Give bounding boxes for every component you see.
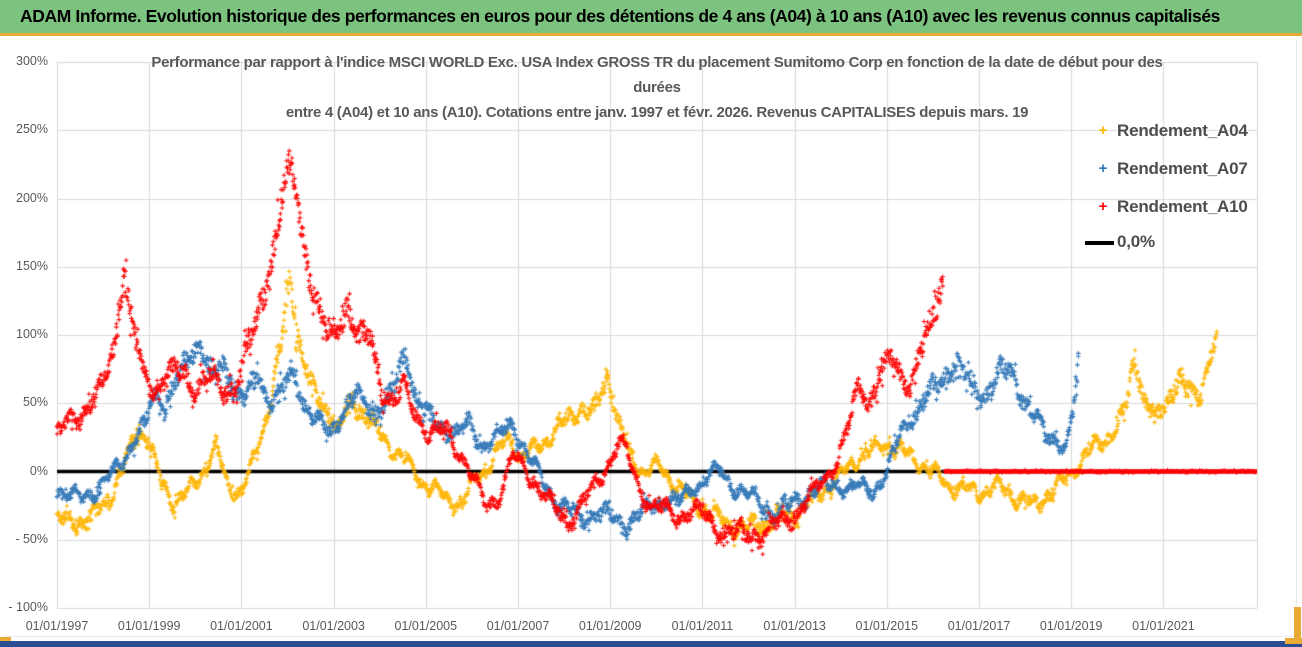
- gold-corner-bottom-right: [1285, 638, 1302, 644]
- y-axis-label: 300%: [16, 54, 48, 68]
- legend-item-a04: + Rendement_A04: [1083, 121, 1298, 143]
- x-axis-label: 01/01/2007: [486, 619, 550, 633]
- y-axis-label: - 50%: [15, 531, 48, 546]
- x-axis-label: 01/01/2011: [671, 619, 734, 633]
- y-axis-label: 100%: [16, 327, 48, 341]
- legend-item-zero-line: 0,0%: [1083, 232, 1298, 254]
- page-title: ADAM Informe. Evolution historique des p…: [20, 6, 1221, 26]
- plus-marker-icon: +: [1098, 160, 1108, 177]
- plus-marker-icon: +: [1098, 198, 1108, 215]
- y-axis-label: - 100%: [8, 600, 48, 614]
- y-axis-label: 250%: [16, 122, 48, 137]
- x-axis-label: 01/01/2017: [947, 619, 1011, 633]
- legend-item-a07: + Rendement_A07: [1083, 159, 1298, 181]
- x-axis-label: 01/01/2005: [394, 619, 458, 633]
- x-axis-label: 01/01/2009: [578, 619, 642, 633]
- header-bar: ADAM Informe. Evolution historique des p…: [0, 0, 1302, 33]
- x-axis-label: 01/01/2001: [210, 619, 273, 633]
- gold-strip-right: [1294, 607, 1301, 644]
- bottom-bar: [0, 641, 1302, 647]
- x-axis-label: 01/01/2015: [855, 619, 919, 633]
- legend-label: Rendement_A07: [1117, 159, 1248, 178]
- x-axis-label: 01/01/2003: [302, 619, 365, 633]
- x-axis-label: 01/01/2019: [1039, 619, 1103, 633]
- chart-title: Performance par rapport à l'indice MSCI …: [57, 50, 1257, 125]
- x-axis-label: 01/01/2013: [763, 619, 826, 633]
- legend-label: Rendement_A04: [1117, 121, 1248, 140]
- x-axis-label: 01/01/1999: [117, 619, 181, 633]
- y-axis-label: 0%: [29, 463, 48, 478]
- plus-marker-icon: +: [1098, 122, 1108, 139]
- x-axis-label: 01/01/1997: [25, 619, 89, 633]
- y-axis-label: 50%: [22, 395, 48, 410]
- x-axis-label: 01/01/2021: [1132, 619, 1195, 633]
- chart-title-line2: durées: [633, 79, 681, 96]
- y-axis-label: 150%: [16, 258, 48, 273]
- legend-item-a10: + Rendement_A10: [1083, 197, 1298, 219]
- legend-label: 0,0%: [1117, 232, 1155, 251]
- y-axis-label: 200%: [16, 190, 48, 205]
- chart-title-line1: Performance par rapport à l'indice MSCI …: [151, 54, 1163, 71]
- gold-strip-top: [0, 33, 1302, 36]
- gold-corner-bottom-left: [0, 637, 11, 644]
- black-line-icon: [1085, 241, 1114, 245]
- legend-label: Rendement_A10: [1117, 197, 1248, 216]
- chart-title-line3: entre 4 (A04) et 10 ans (A10). Cotations…: [285, 104, 1029, 121]
